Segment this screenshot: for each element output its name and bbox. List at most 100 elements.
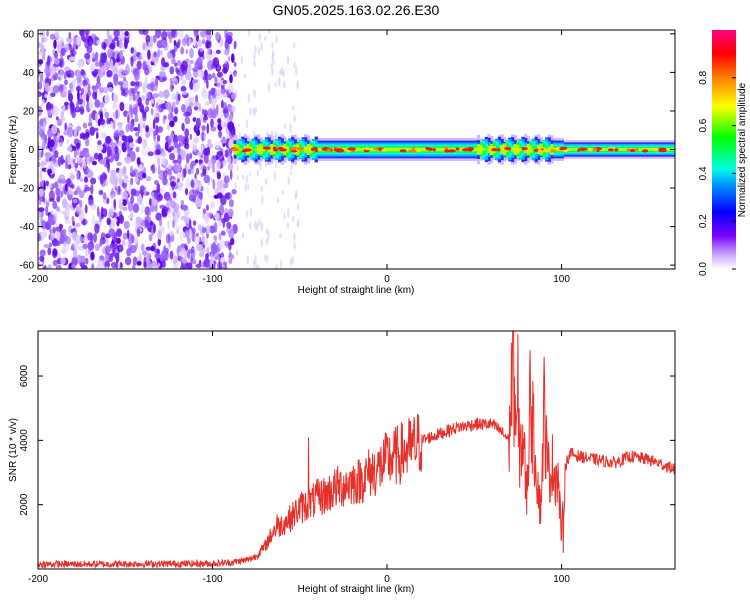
noise-speckle <box>279 232 282 239</box>
noise-speckle <box>171 58 176 65</box>
noise-speckle <box>152 93 160 98</box>
noise-speckle <box>224 48 230 56</box>
noise-speckle <box>53 212 58 223</box>
signal-band-cell <box>419 147 423 152</box>
signal-band-cell <box>647 148 651 151</box>
noise-speckle <box>185 99 189 108</box>
noise-speckle <box>169 152 176 161</box>
signal-band-cell <box>620 148 625 151</box>
noise-speckle <box>241 232 245 239</box>
noise-speckle <box>49 242 52 248</box>
noise-speckle <box>93 127 99 132</box>
noise-speckle <box>205 30 212 36</box>
noise-speckle <box>94 223 100 234</box>
noise-speckle <box>246 184 250 190</box>
noise-speckle <box>180 85 187 92</box>
noise-speckle <box>41 161 48 166</box>
noise-speckle <box>257 264 260 269</box>
noise-speckle <box>217 118 222 124</box>
noise-speckle <box>86 151 90 158</box>
noise-speckle <box>104 93 110 105</box>
noise-speckle <box>117 81 124 86</box>
noise-speckle <box>50 108 55 116</box>
noise-speckle <box>192 117 197 122</box>
noise-speckle <box>114 68 119 74</box>
noise-speckle <box>143 256 147 268</box>
noise-speckle <box>136 55 143 60</box>
noise-speckle <box>47 247 52 256</box>
noise-speckle <box>202 227 207 234</box>
noise-speckle <box>184 116 191 125</box>
noise-speckle <box>39 170 43 181</box>
noise-speckle <box>222 67 228 74</box>
noise-speckle <box>105 236 109 245</box>
noise-speckle <box>206 73 213 81</box>
noise-speckle <box>156 49 161 58</box>
noise-speckle <box>267 229 270 236</box>
signal-band-cell <box>474 147 478 152</box>
y-tick-label: -20 <box>20 184 35 195</box>
noise-speckle <box>75 142 81 150</box>
colorbar: 0.0 0.2 0.4 0.6 0.8 Normalized spectral ampl… <box>698 30 748 276</box>
noise-speckle <box>55 264 62 269</box>
noise-speckle <box>282 69 285 77</box>
signal-band-cell <box>251 149 256 150</box>
noise-speckle <box>183 111 190 118</box>
noise-speckle <box>194 234 200 245</box>
noise-speckle <box>113 73 119 82</box>
noise-speckle <box>191 180 195 188</box>
noise-speckle <box>189 47 194 59</box>
signal-hotspot <box>231 148 240 152</box>
noise-speckle <box>90 65 95 72</box>
signal-band-cell <box>437 147 441 152</box>
noise-speckle <box>99 174 104 185</box>
signal-band-cell <box>511 147 515 152</box>
signal-band-cell <box>649 148 653 151</box>
noise-speckle <box>77 90 80 101</box>
noise-speckle <box>260 238 263 248</box>
noise-speckle <box>91 263 95 269</box>
noise-speckle <box>185 153 190 165</box>
noise-speckle <box>133 221 137 227</box>
noise-speckle <box>117 168 125 178</box>
noise-speckle <box>261 194 264 205</box>
signal-hotspot <box>517 148 521 152</box>
noise-speckle <box>200 172 204 177</box>
noise-speckle <box>189 133 193 141</box>
noise-speckle <box>229 113 233 122</box>
noise-speckle <box>165 101 172 111</box>
noise-speckle <box>235 249 239 256</box>
noise-speckle <box>229 193 233 200</box>
noise-speckle <box>132 106 138 115</box>
noise-speckle <box>180 199 185 206</box>
signal-hotspot <box>521 147 528 151</box>
noise-speckle <box>105 135 112 144</box>
noise-speckle <box>172 159 179 164</box>
noise-speckle <box>100 132 107 139</box>
noise-speckle <box>210 143 214 149</box>
signal-hotspot <box>588 148 593 152</box>
noise-speckle <box>87 90 92 96</box>
noise-speckle <box>132 203 140 214</box>
noise-speckle <box>228 258 233 264</box>
noise-speckle <box>218 239 225 250</box>
noise-speckle <box>92 233 98 243</box>
noise-speckle <box>245 210 249 218</box>
noise-speckle <box>137 195 143 205</box>
signal-band-cell <box>618 148 622 151</box>
noise-speckle <box>265 160 268 168</box>
y-tick-label: 60 <box>23 29 35 40</box>
noise-speckle <box>150 35 154 43</box>
noise-speckle <box>107 87 114 92</box>
colorbar-tick-label: 0.8 <box>698 70 709 84</box>
noise-speckle <box>45 201 50 208</box>
noise-speckle <box>148 209 151 216</box>
noise-speckle <box>112 102 117 110</box>
noise-speckle <box>106 197 110 205</box>
noise-speckle <box>90 184 94 195</box>
noise-speckle <box>81 264 88 269</box>
noise-speckle <box>153 248 161 254</box>
signal-hotspot <box>652 147 659 151</box>
noise-speckle <box>249 107 252 116</box>
noise-speckle <box>155 77 159 87</box>
